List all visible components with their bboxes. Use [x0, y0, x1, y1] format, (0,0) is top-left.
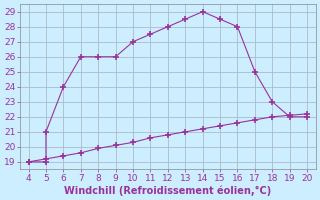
X-axis label: Windchill (Refroidissement éolien,°C): Windchill (Refroidissement éolien,°C) [64, 185, 271, 196]
